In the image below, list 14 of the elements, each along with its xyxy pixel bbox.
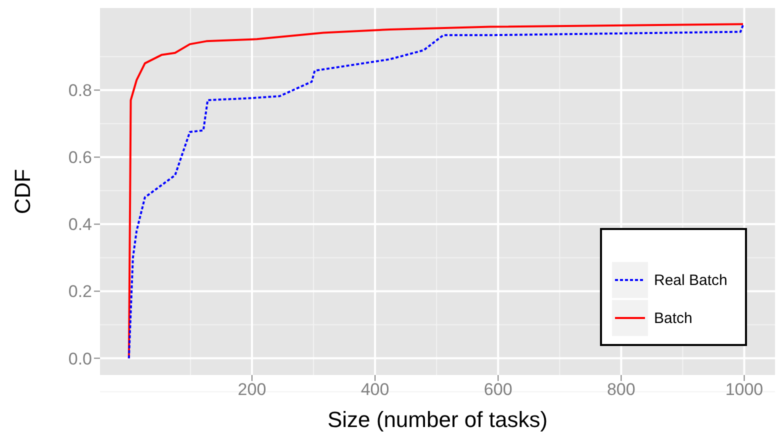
y-tick-label: 0.8 — [68, 81, 92, 100]
x-tick-label: 200 — [238, 380, 266, 400]
y-tick-label: 0.0 — [68, 349, 92, 368]
x-axis-title: Size (number of tasks) — [327, 407, 548, 432]
y-tick-label: 0.2 — [68, 282, 92, 302]
y-axis-title: CDF — [10, 168, 35, 214]
y-tick-label: 0.4 — [68, 215, 92, 234]
x-tick-label: 400 — [360, 380, 390, 400]
legend-label: Real Batch — [654, 272, 728, 288]
x-tick-label: 1000 — [725, 380, 764, 400]
y-tick-label: 0.6 — [68, 148, 92, 168]
legend-label: Batch — [654, 310, 692, 326]
x-tick-label: 600 — [484, 380, 512, 400]
x-tick-label: 800 — [606, 380, 636, 400]
